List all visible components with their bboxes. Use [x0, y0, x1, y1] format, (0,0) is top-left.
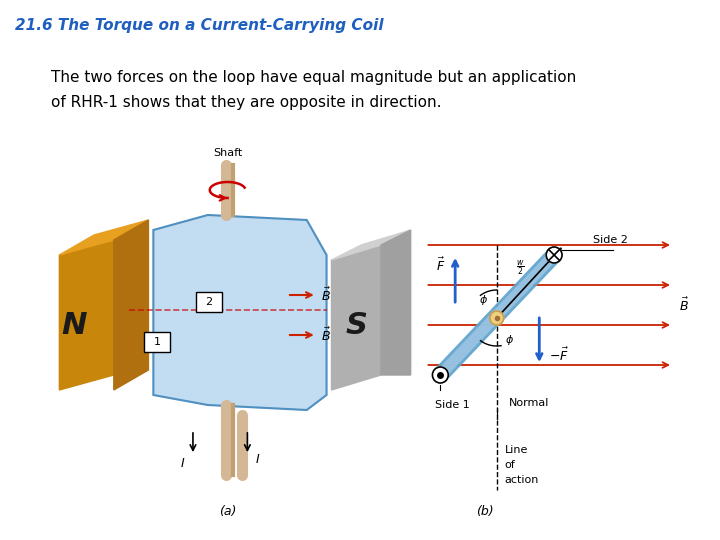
Text: action: action — [505, 475, 539, 485]
Text: of: of — [505, 460, 516, 470]
Polygon shape — [59, 220, 148, 255]
Text: $\phi$: $\phi$ — [479, 293, 488, 307]
Text: Side 2: Side 2 — [593, 235, 629, 245]
FancyBboxPatch shape — [145, 332, 170, 352]
Text: 1: 1 — [154, 337, 161, 347]
Text: Side 1: Side 1 — [435, 400, 469, 410]
Circle shape — [433, 367, 449, 383]
Text: $\vec{F}$: $\vec{F}$ — [436, 256, 445, 274]
Polygon shape — [331, 245, 381, 390]
Text: $\phi$: $\phi$ — [505, 333, 513, 347]
Text: 21.6 The Torque on a Current-Carrying Coil: 21.6 The Torque on a Current-Carrying Co… — [15, 18, 384, 33]
Polygon shape — [331, 230, 410, 260]
Polygon shape — [153, 215, 327, 410]
Text: N: N — [61, 310, 87, 340]
Text: The two forces on the loop have equal magnitude but an application: The two forces on the loop have equal ma… — [51, 70, 577, 85]
Polygon shape — [59, 240, 114, 390]
Text: $\vec{B}$: $\vec{B}$ — [679, 296, 688, 314]
Text: $I$: $I$ — [255, 453, 260, 466]
Text: $I$: $I$ — [181, 457, 186, 470]
FancyBboxPatch shape — [196, 292, 222, 312]
Text: 2: 2 — [205, 297, 212, 307]
Text: Shaft: Shaft — [213, 148, 242, 158]
Text: (a): (a) — [219, 505, 236, 518]
Circle shape — [546, 247, 562, 263]
Text: (b): (b) — [476, 505, 494, 518]
Text: $-\vec{F}$: $-\vec{F}$ — [549, 346, 569, 363]
Text: S: S — [345, 310, 367, 340]
Text: Normal: Normal — [509, 398, 549, 408]
Text: Line: Line — [505, 445, 528, 455]
Circle shape — [490, 311, 504, 325]
Text: $\vec{B}$: $\vec{B}$ — [320, 286, 330, 303]
Text: $\vec{B}$: $\vec{B}$ — [320, 326, 330, 343]
Polygon shape — [381, 230, 410, 375]
Text: of RHR-1 shows that they are opposite in direction.: of RHR-1 shows that they are opposite in… — [51, 95, 442, 110]
Polygon shape — [114, 220, 148, 390]
Text: $\frac{w}{2}$: $\frac{w}{2}$ — [516, 259, 525, 278]
